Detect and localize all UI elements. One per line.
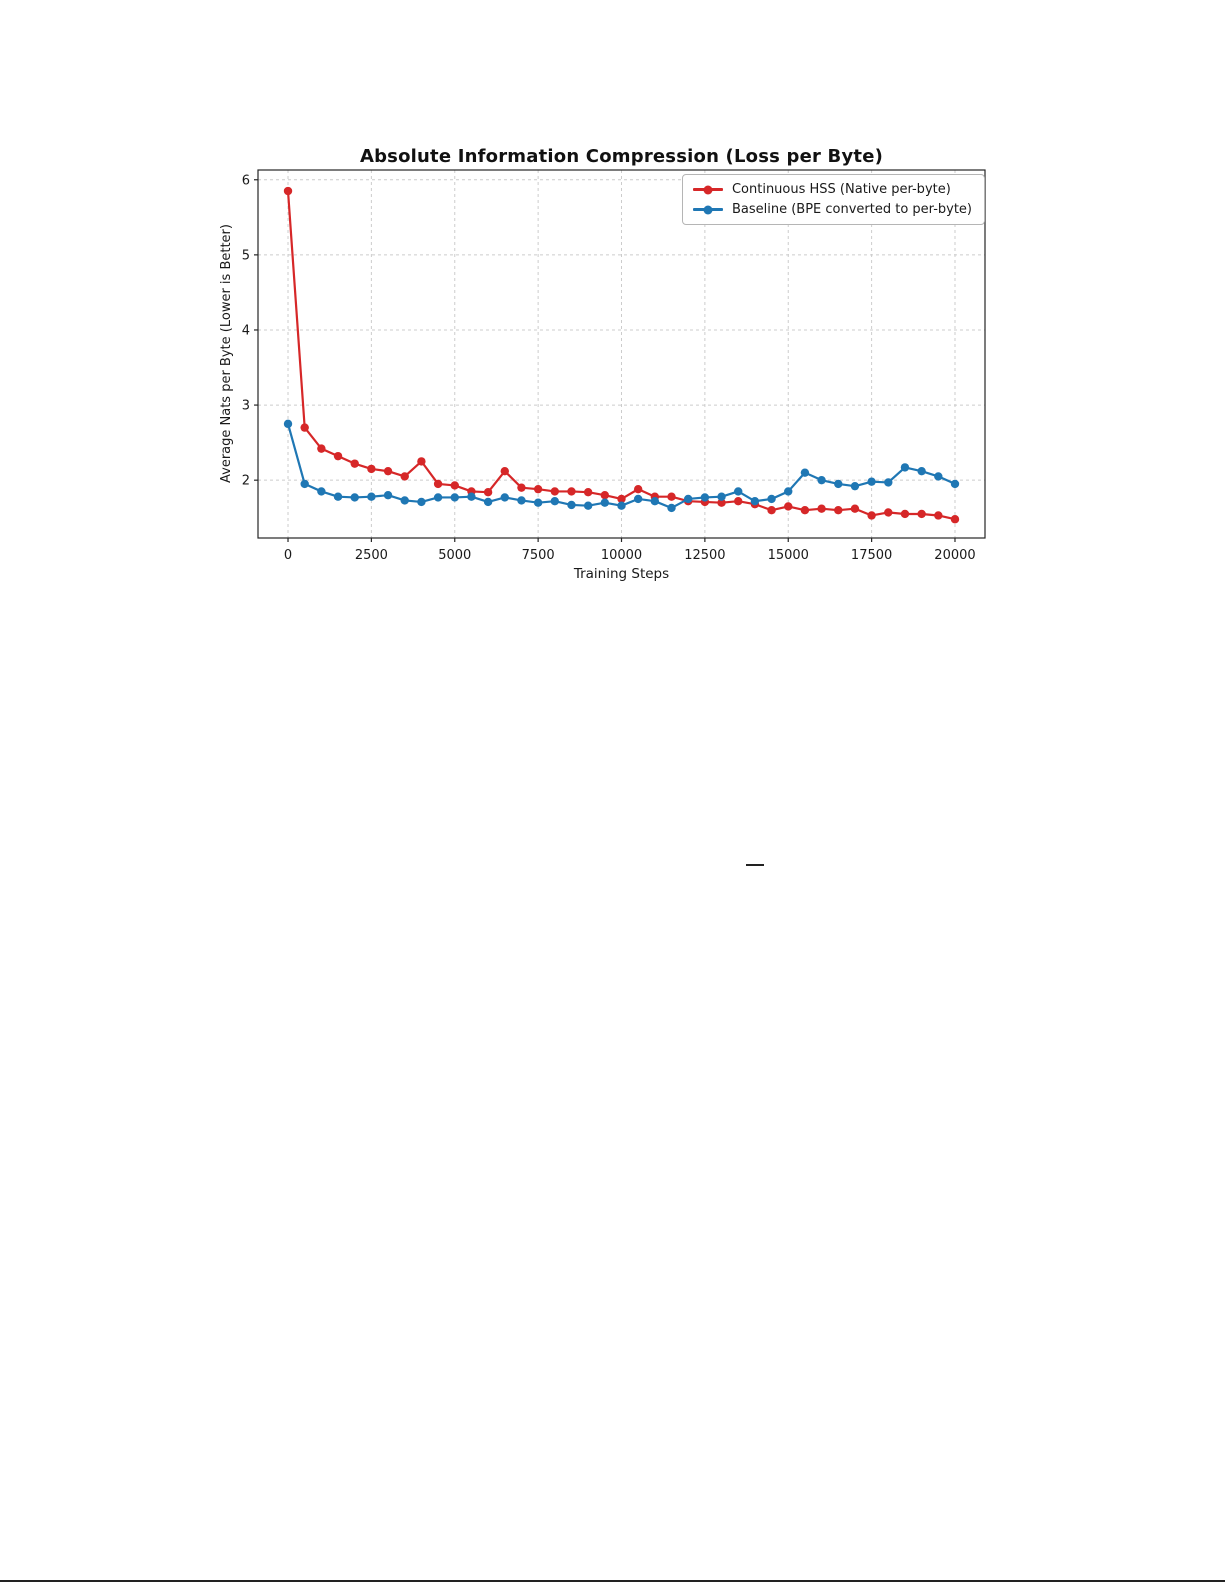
svg-text:12500: 12500 [684, 548, 725, 563]
svg-text:4: 4 [242, 323, 250, 338]
legend-line-marker-red [692, 185, 723, 194]
svg-text:17500: 17500 [851, 548, 892, 563]
svg-text:7500: 7500 [522, 548, 555, 563]
svg-text:2500: 2500 [355, 548, 388, 563]
legend-item-baseline: Baseline (BPE converted to per-byte) [692, 202, 972, 217]
svg-text:5000: 5000 [438, 548, 471, 563]
svg-text:3: 3 [242, 399, 250, 414]
legend: Continuous HSS (Native per-byte) Baselin… [681, 174, 985, 225]
svg-text:5: 5 [242, 248, 250, 263]
svg-text:2: 2 [242, 474, 250, 489]
chart-canvas: 2 3 4 5 6 0 2500 5000 7500 10000 12500 15000 17500 20… [242, 169, 986, 563]
svg-text:6: 6 [242, 173, 250, 188]
svg-text:10000: 10000 [601, 548, 642, 563]
legend-item-continuous-hss: Continuous HSS (Native per-byte) [692, 182, 972, 197]
legend-label: Baseline (BPE converted to per-byte) [731, 202, 972, 217]
legend-line-marker-blue [692, 205, 723, 214]
svg-text:20000: 20000 [934, 548, 975, 563]
horizontal-dash-rule [746, 864, 764, 866]
chart-title: Absolute Information Compression (Loss p… [359, 146, 884, 167]
legend-label: Continuous HSS (Native per-byte) [731, 182, 951, 197]
x-axis-label: Training Steps [573, 566, 670, 582]
svg-text:15000: 15000 [768, 548, 809, 563]
page-bottom-border [0, 1580, 1225, 1582]
svg-text:0: 0 [284, 548, 292, 563]
loss-per-byte-chart: Absolute Information Compression (Loss p… [215, 140, 1005, 602]
